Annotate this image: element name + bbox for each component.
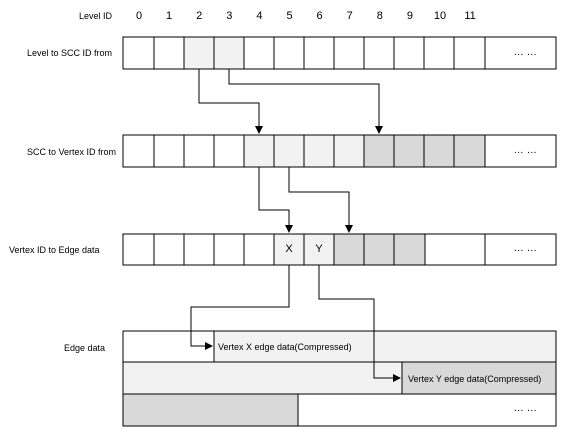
level-id-1: 1 <box>166 10 173 22</box>
level-id-11: 11 <box>464 10 476 22</box>
level-to-scc-label: Level to SCC ID from <box>27 48 113 58</box>
scc-to-vertex-array <box>122 134 557 168</box>
arrow-level3 <box>228 69 383 134</box>
arrow-scc5 <box>288 167 353 233</box>
edge-data-more: ... ... <box>514 403 537 414</box>
level-id-6: 6 <box>316 10 323 22</box>
level-to-scc-array <box>122 36 557 70</box>
level-id-10: 10 <box>433 10 447 22</box>
vertex-y-segment-a <box>401 361 557 395</box>
arrows-scc-to-vertex <box>258 167 353 233</box>
level-to-scc-more: ... ... <box>514 47 537 58</box>
arrow-vertex-x <box>190 265 290 350</box>
edge-data-block <box>122 330 557 427</box>
level-id-3: 3 <box>226 10 233 22</box>
vertex-to-edge-more: ... ... <box>514 243 537 254</box>
vertex-cell-y: Y <box>315 243 323 255</box>
level-id-2: 2 <box>196 10 203 22</box>
level-id-4: 4 <box>256 10 263 22</box>
arrow-level2 <box>198 69 263 134</box>
vertex-x-edge-label: Vertex X edge data(Compressed) <box>218 342 352 352</box>
level-id-8: 8 <box>376 10 383 22</box>
vertex-cell-x: X <box>285 243 293 255</box>
vertex-to-edge-array <box>122 233 557 266</box>
vertex-y-edge-label: Vertex Y edge data(Compressed) <box>408 374 542 384</box>
vertex-to-edge-label: Vertex ID to Edge data <box>9 245 100 255</box>
vertex-cells-dark <box>333 233 426 266</box>
level-id-0: 0 <box>135 10 143 22</box>
arrows-level-to-scc <box>198 69 383 134</box>
vertex-x-segment-a <box>213 330 557 363</box>
scc-to-vertex-label: SCC to Vertex ID from <box>27 147 117 157</box>
level-id-9: 9 <box>406 10 413 22</box>
arrows-vertex-to-edge <box>190 265 401 382</box>
scc-to-vertex-more: ... ... <box>514 145 537 156</box>
level-id-7: 7 <box>346 10 353 22</box>
vertex-y-segment-b <box>122 393 299 427</box>
level-cell-3 <box>213 36 245 70</box>
level-id-5: 5 <box>286 10 293 22</box>
arrow-scc4 <box>258 167 293 233</box>
level-id-header: Level ID <box>79 11 113 21</box>
edge-data-label: Edge data <box>64 343 106 353</box>
level-cell-2 <box>183 36 215 70</box>
vertex-x-segment-b <box>122 361 403 395</box>
arrow-vertex-y <box>318 265 401 382</box>
